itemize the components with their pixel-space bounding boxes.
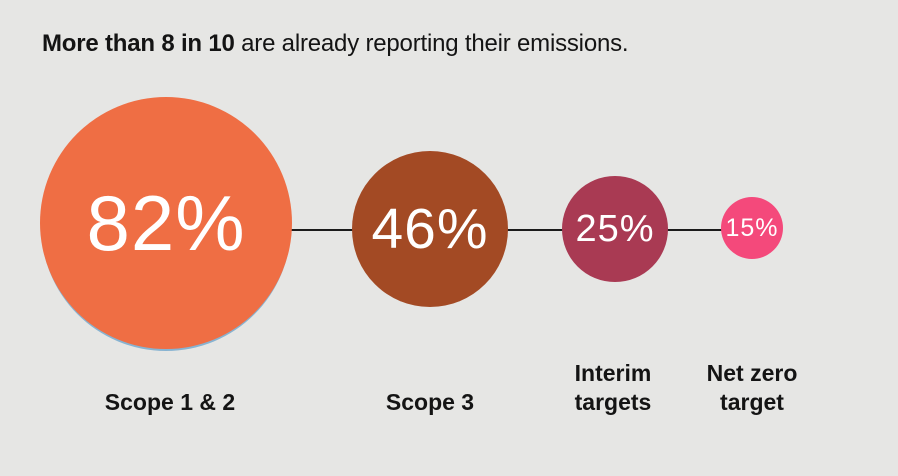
bubble-value-interim-targets: 25% xyxy=(575,207,655,250)
chart-title-emphasis: More than 8 in 10 xyxy=(42,30,235,57)
category-label-scope-1-and-2: Scope 1 & 2 xyxy=(104,389,236,415)
bubble-scope-3: 46% xyxy=(352,151,508,307)
bubble-net-zero-target: 15% xyxy=(721,197,783,259)
bubble-value-net-zero-target: 15% xyxy=(725,213,779,242)
chart-title: More than 8 in 10 are already reporting … xyxy=(42,30,629,58)
chart-title-rest: are already reporting their emissions. xyxy=(234,30,629,57)
bubble-value-scope-1-and-2: 82% xyxy=(86,178,246,267)
bubble-value-scope-3: 46% xyxy=(371,197,489,261)
category-label-scope-3: Scope 3 xyxy=(385,389,475,415)
bubble-scope-1-and-2: 82% xyxy=(40,97,292,349)
category-label-interim-targets: Interim targets xyxy=(574,360,652,415)
bubble-interim-targets: 25% xyxy=(562,176,668,282)
category-label-net-zero-target: Net zero target xyxy=(706,360,798,415)
